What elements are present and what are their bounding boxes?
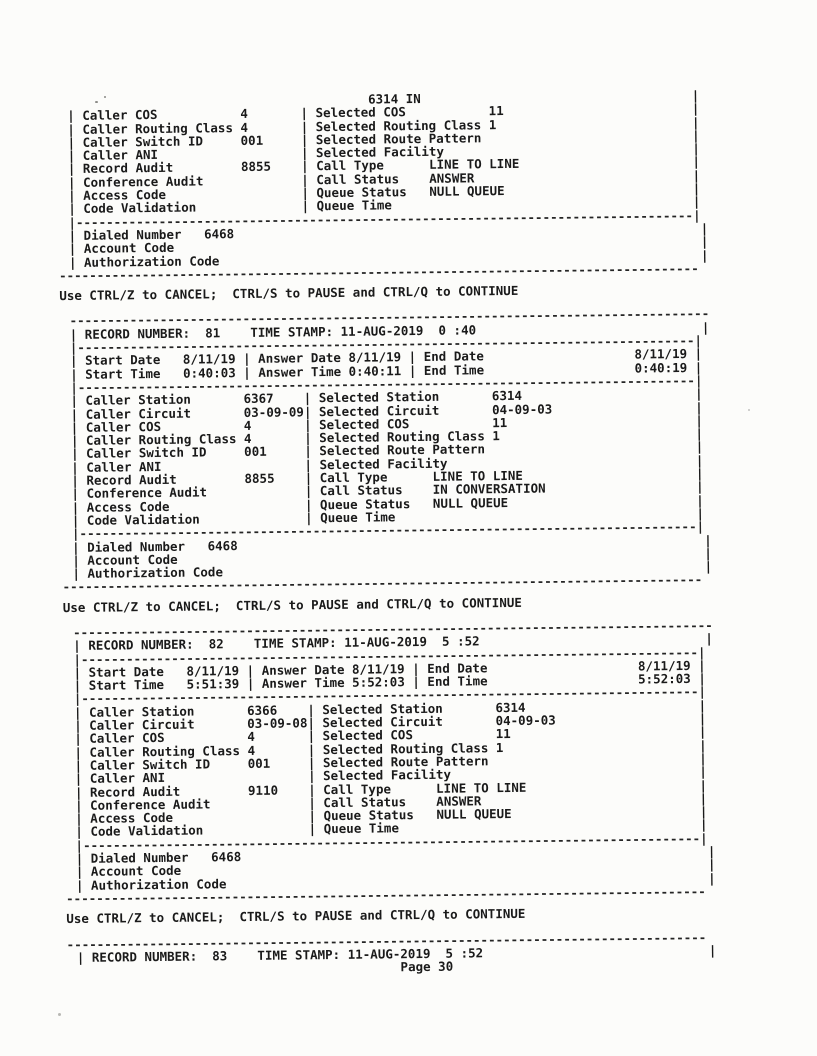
flow-control-hint-3: Use CTRL/Z to CANCEL; CTRL/S to PAUSE an…	[66, 906, 526, 927]
flow-control-hint-2: Use CTRL/Z to CANCEL; CTRL/S to PAUSE an…	[62, 594, 522, 615]
call-detail-record-printout: 6314 IN | | Caller COS 4 | Selected COS …	[59, 88, 717, 978]
flow-control-hint-1: Use CTRL/Z to CANCEL; CTRL/S to PAUSE an…	[59, 283, 519, 304]
scan-speckle	[748, 409, 750, 411]
scan-speckle	[58, 1013, 61, 1016]
scan-speckle	[104, 96, 106, 98]
scan-speckle	[95, 101, 98, 103]
